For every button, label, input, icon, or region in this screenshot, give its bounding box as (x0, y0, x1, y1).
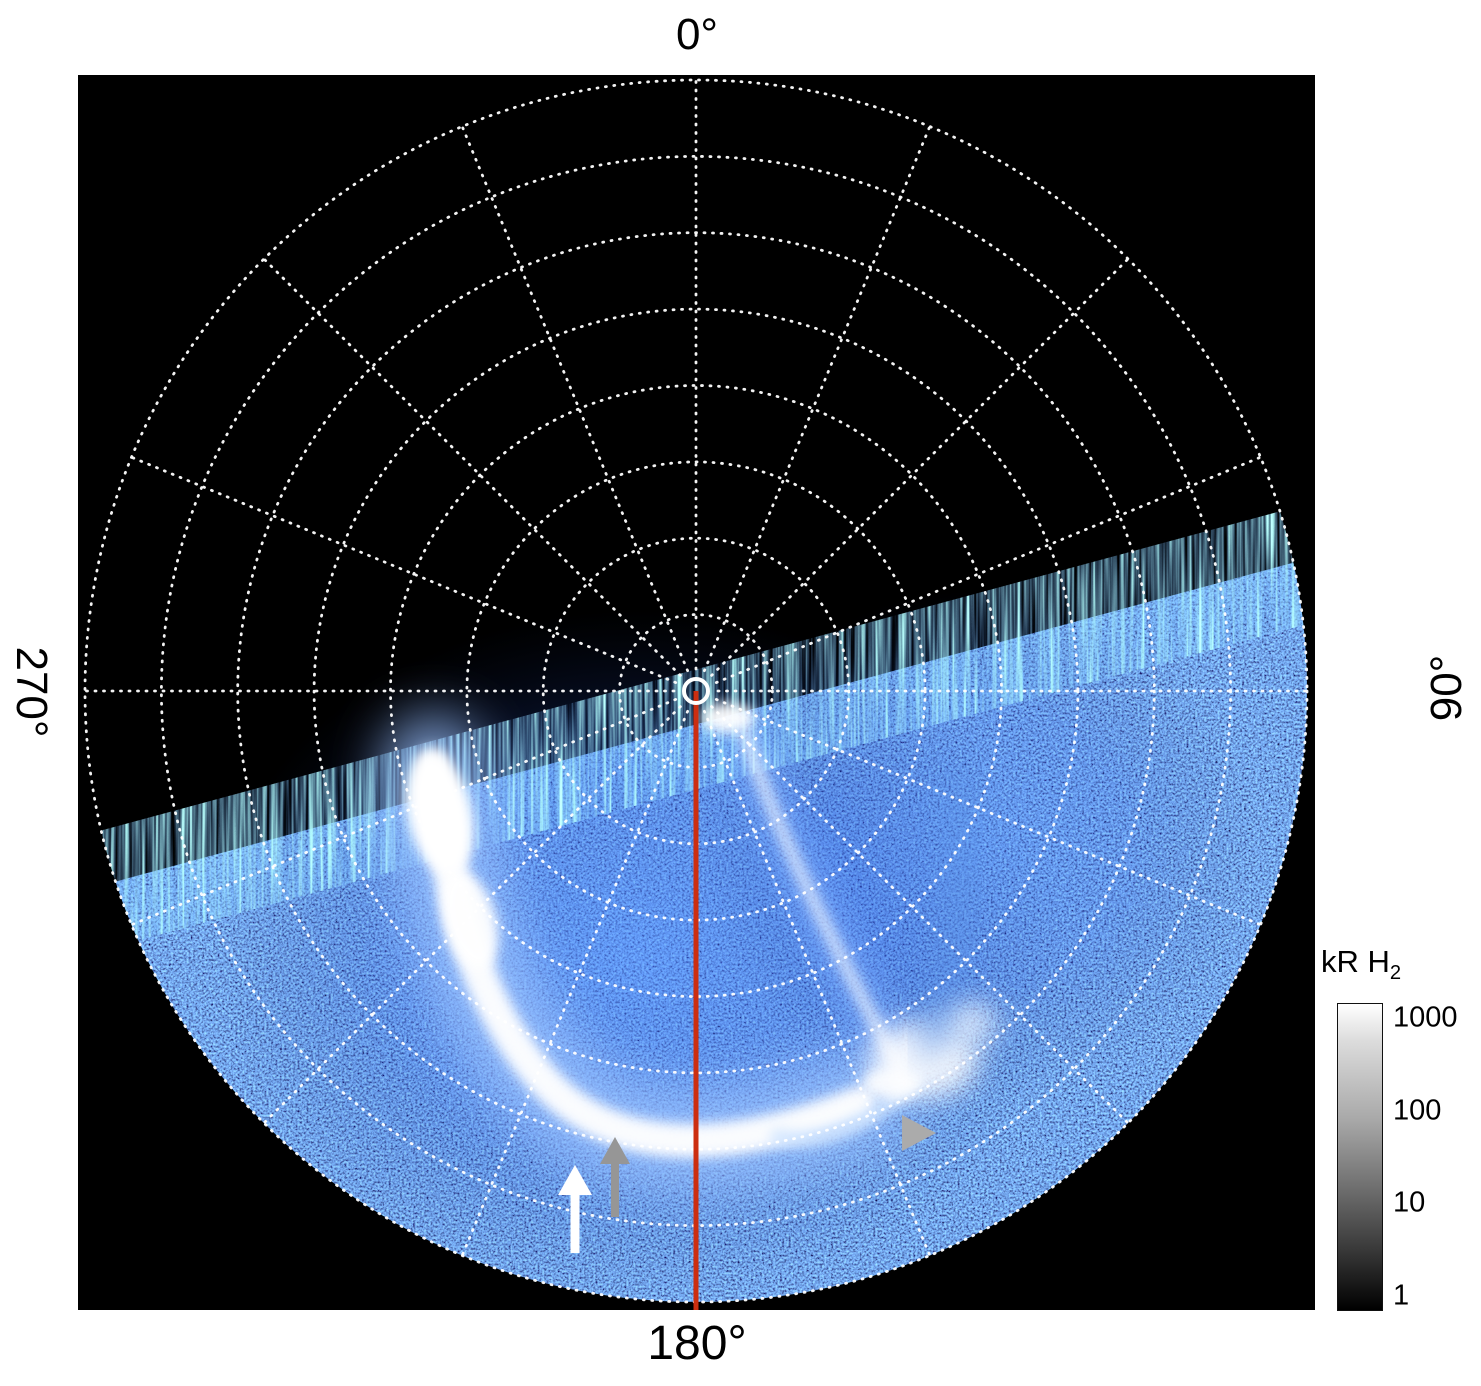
grid-ring (465, 460, 927, 922)
gray-up-arrow (600, 1137, 630, 1217)
colorbar-tick-label: 100 (1393, 1094, 1442, 1127)
annotations (558, 1115, 936, 1253)
gray-right-arrowhead (902, 1115, 936, 1151)
colorbar-tick-label: 1000 (1393, 1001, 1458, 1034)
angle-label-270: 270° (7, 646, 56, 738)
grid-ring (389, 384, 1003, 998)
colorbar-tick-label: 1 (1393, 1279, 1410, 1312)
grid-ring (236, 231, 1156, 1151)
plot-area (78, 75, 1315, 1310)
colorbar-title: kR H2 (1321, 944, 1401, 985)
colorbar (1337, 1003, 1383, 1311)
grid-spoke (703, 125, 932, 673)
angle-label-180: 180° (647, 1317, 747, 1370)
arc-bright-blob-top (406, 755, 474, 875)
aurora-emission-layer (85, 501, 1307, 1302)
auroral-patch-lower (862, 1067, 918, 1099)
pole-marker (682, 677, 710, 705)
colorbar-tick-label: 10 (1393, 1186, 1426, 1219)
colorbar-title-main: kR H (1320, 944, 1390, 979)
secondary-auroral-arc (738, 728, 907, 1077)
colorbar-tick-labels: 1000 100 10 1 (1393, 1001, 1478, 1312)
grid-ring (312, 307, 1080, 1075)
colorbar-title-sub: 2 (1389, 962, 1402, 985)
angle-label-0: 0° (675, 10, 719, 59)
arc-bright-blob-mid (441, 871, 499, 969)
white-up-arrow (558, 1165, 592, 1253)
grid-spoke (460, 125, 689, 673)
faint-right-arc (915, 773, 975, 1059)
grid-ring (160, 155, 1232, 1227)
polar-plot-canvas (83, 78, 1309, 1310)
near-pole-bright-spot (701, 703, 755, 733)
angle-label-90: 90° (1422, 654, 1471, 722)
